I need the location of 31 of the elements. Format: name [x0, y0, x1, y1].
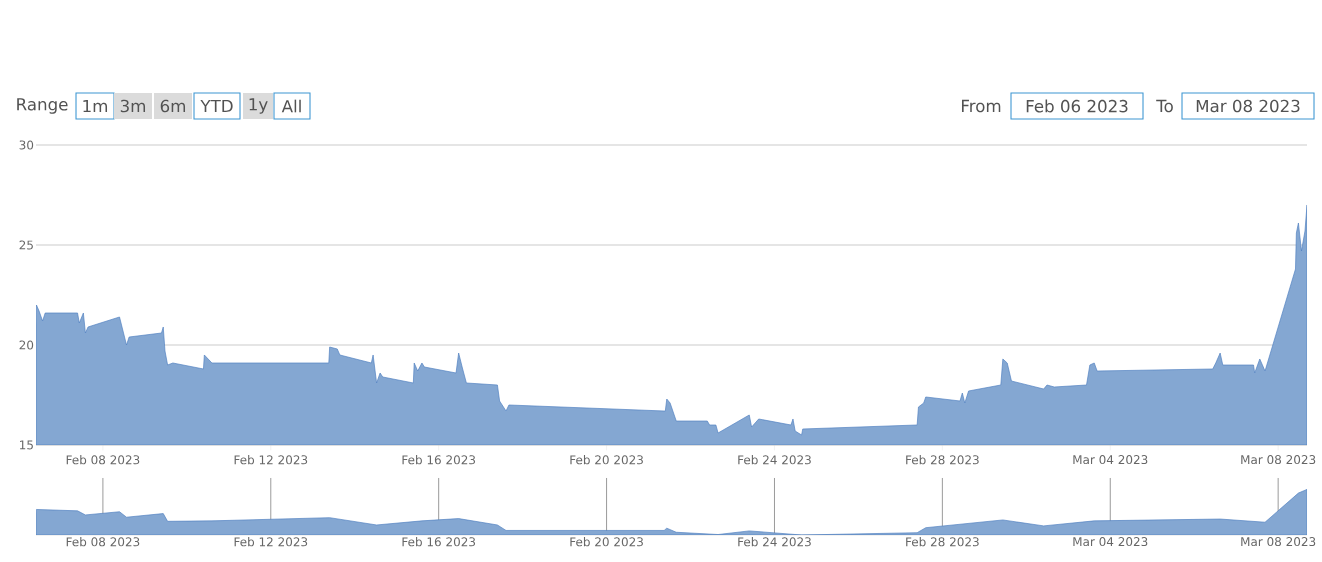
text: Range	[17, 98, 68, 114]
x-tick-label: Feb 20 2023	[570, 455, 643, 465]
x-tick-label: Feb 12 2023	[234, 455, 308, 465]
x-tick-label: Mar 04 2023	[1073, 537, 1148, 547]
x-tick-label: Feb 08 2023	[66, 537, 140, 547]
y-tick-label: 20	[19, 340, 34, 350]
text: 1m	[83, 99, 108, 113]
text: To	[1156, 99, 1173, 113]
x-tick-label: Feb 24 2023	[738, 537, 811, 547]
x-tick-label: Feb 16 2023	[402, 455, 476, 465]
x-tick-label: Feb 24 2023	[738, 455, 811, 465]
text: YTD	[200, 99, 233, 113]
text: All	[281, 99, 301, 113]
y-tick-label: 15	[20, 440, 33, 450]
x-tick-label: Mar 08 2023	[1241, 455, 1316, 465]
text: 1y	[249, 98, 268, 114]
x-tick-label: Mar 08 2023	[1241, 537, 1316, 547]
text: 6m	[160, 99, 186, 113]
text: Mar 08 2023	[1196, 99, 1300, 113]
x-tick-label: Feb 28 2023	[906, 455, 979, 465]
text: From	[961, 99, 1001, 113]
x-tick-label: Mar 04 2023	[1073, 455, 1148, 465]
x-tick-label: Feb 28 2023	[906, 537, 979, 547]
x-tick-label: Feb 20 2023	[570, 537, 643, 547]
x-tick-label: Feb 12 2023	[234, 537, 308, 547]
x-tick-label: Feb 16 2023	[402, 537, 476, 547]
text: 3m	[120, 99, 146, 113]
text: Feb 06 2023	[1026, 99, 1128, 113]
y-tick-label: 30	[19, 140, 34, 150]
y-tick-label: 25	[19, 240, 33, 250]
x-tick-label: Feb 08 2023	[66, 455, 140, 465]
